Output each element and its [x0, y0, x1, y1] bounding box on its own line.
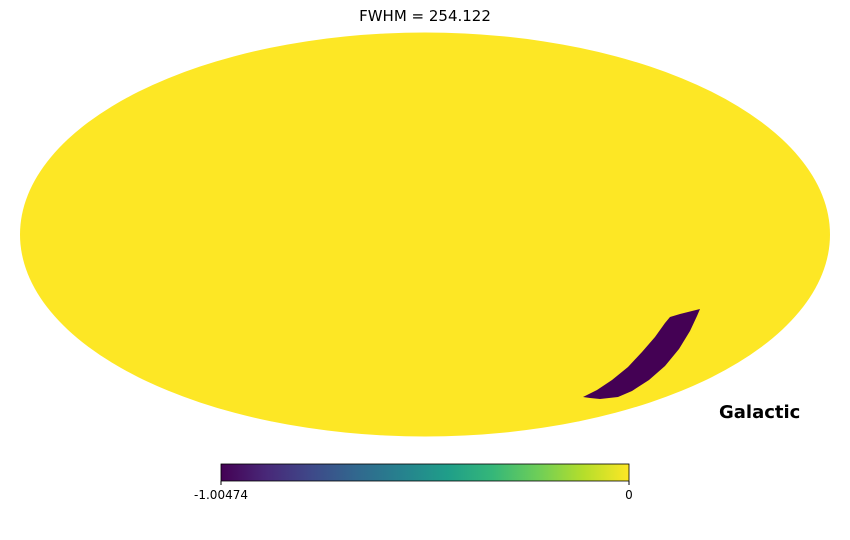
mollweide-map-background [20, 32, 830, 437]
data-region-arc [583, 309, 700, 399]
colorbar-tick-label-min: -1.00474 [194, 488, 248, 502]
coordinate-frame-label: Galactic [719, 402, 801, 423]
colorbar [220, 463, 630, 482]
chart-title: FWHM = 254.122 [359, 7, 491, 25]
colorbar-tick-label-max: 0 [625, 488, 633, 502]
